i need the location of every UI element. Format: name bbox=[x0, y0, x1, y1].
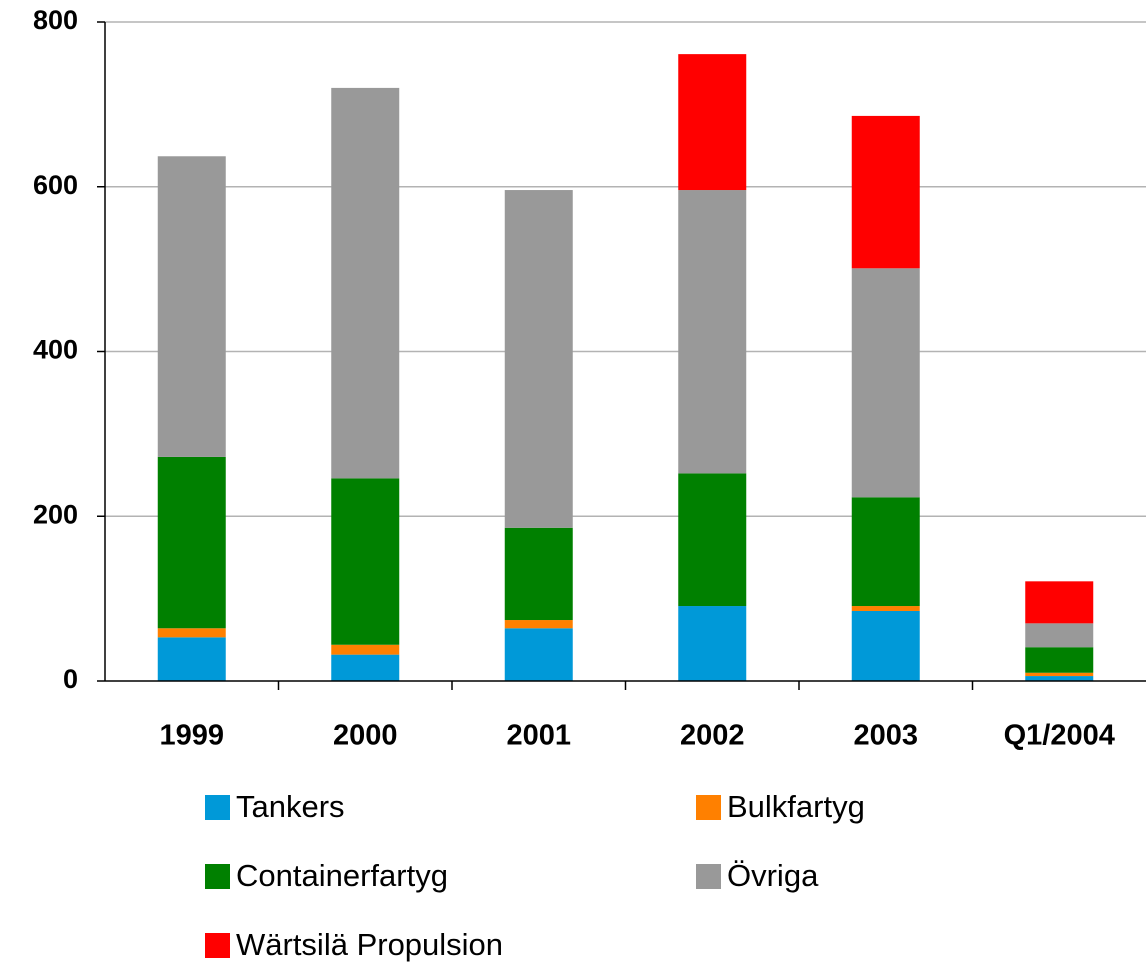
x-tick-label: 2000 bbox=[333, 720, 398, 752]
legend-label: Containerfartyg bbox=[236, 858, 448, 893]
bar-segment bbox=[331, 87, 400, 479]
legend-swatch bbox=[205, 864, 230, 889]
bar-segment bbox=[678, 190, 747, 474]
x-tick-label: 2003 bbox=[853, 720, 918, 752]
bar-segment bbox=[157, 456, 226, 629]
y-tick-label: 600 bbox=[33, 170, 78, 200]
legend-swatch bbox=[696, 795, 721, 820]
bar-segment bbox=[1025, 672, 1094, 677]
bar-segment bbox=[157, 628, 226, 638]
bar-segment bbox=[851, 268, 920, 498]
bar-segment bbox=[678, 54, 747, 191]
y-tick-label: 200 bbox=[33, 499, 78, 529]
bar-segment bbox=[504, 190, 573, 528]
y-tick-label: 400 bbox=[33, 335, 78, 365]
bar-segment bbox=[504, 628, 573, 681]
bar-segment bbox=[157, 156, 226, 457]
bar-segment bbox=[331, 478, 400, 645]
bar-segment bbox=[851, 610, 920, 681]
legend-label: Wärtsilä Propulsion bbox=[236, 927, 503, 962]
bar-segment bbox=[851, 115, 920, 269]
bar-segment bbox=[1025, 623, 1094, 648]
legend-swatch bbox=[696, 864, 721, 889]
bar-segment bbox=[851, 606, 920, 611]
bar-segment bbox=[157, 637, 226, 681]
bar-segment bbox=[1025, 676, 1094, 681]
x-tick-label: 1999 bbox=[159, 720, 224, 752]
legend-swatch bbox=[205, 933, 230, 958]
legend-label: Övriga bbox=[727, 858, 819, 893]
bar-segment bbox=[1025, 647, 1094, 673]
legend-label: Bulkfartyg bbox=[727, 789, 865, 824]
bar-segment bbox=[504, 527, 573, 621]
x-tick-label: Q1/2004 bbox=[1004, 720, 1115, 752]
x-tick-label: 2001 bbox=[506, 720, 571, 752]
bar-segment bbox=[331, 644, 400, 655]
x-tick-label: 2002 bbox=[680, 720, 745, 752]
y-tick-label: 0 bbox=[63, 664, 78, 694]
y-tick-label: 800 bbox=[33, 5, 78, 35]
bar-segment bbox=[504, 620, 573, 629]
bar-segment bbox=[678, 606, 747, 681]
bar-segment bbox=[331, 654, 400, 681]
bar-segment bbox=[851, 497, 920, 607]
legend-label: Tankers bbox=[236, 789, 345, 824]
bar-segment bbox=[1025, 581, 1094, 624]
bar-segment bbox=[678, 473, 747, 607]
legend-swatch bbox=[205, 795, 230, 820]
